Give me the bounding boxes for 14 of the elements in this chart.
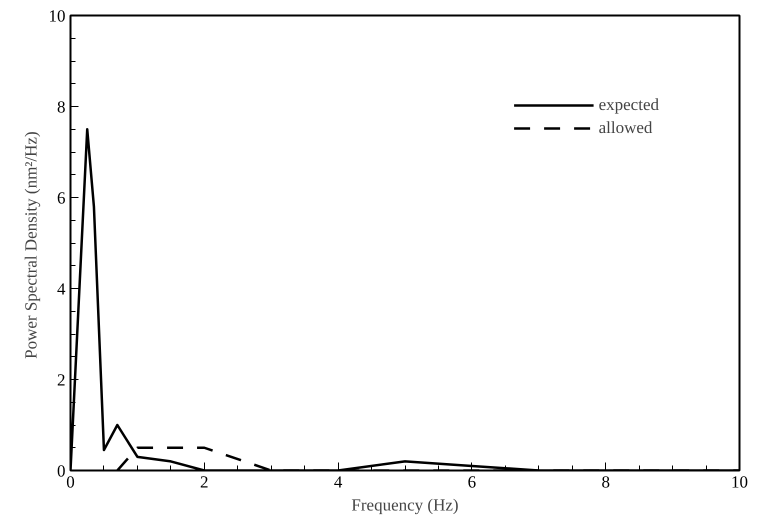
y-tick-label: 6 xyxy=(57,188,66,208)
x-tick-label: 6 xyxy=(468,472,476,492)
legend-label: allowed xyxy=(598,118,652,138)
x-tick-label: 8 xyxy=(601,472,610,492)
x-tick-label: 4 xyxy=(334,472,343,492)
y-tick-label: 10 xyxy=(48,6,66,26)
y-tick-label: 2 xyxy=(57,370,66,390)
x-tick-label: 2 xyxy=(200,472,209,492)
x-tick-label: 10 xyxy=(731,472,748,492)
x-axis-title: Frequency (Hz) xyxy=(351,496,459,514)
y-tick-label: 4 xyxy=(57,280,66,298)
legend-label: expected xyxy=(598,95,659,115)
y-axis-title: Power Spectral Density (nm²/Hz) xyxy=(22,131,40,359)
y-tick-label: 8 xyxy=(57,98,66,116)
